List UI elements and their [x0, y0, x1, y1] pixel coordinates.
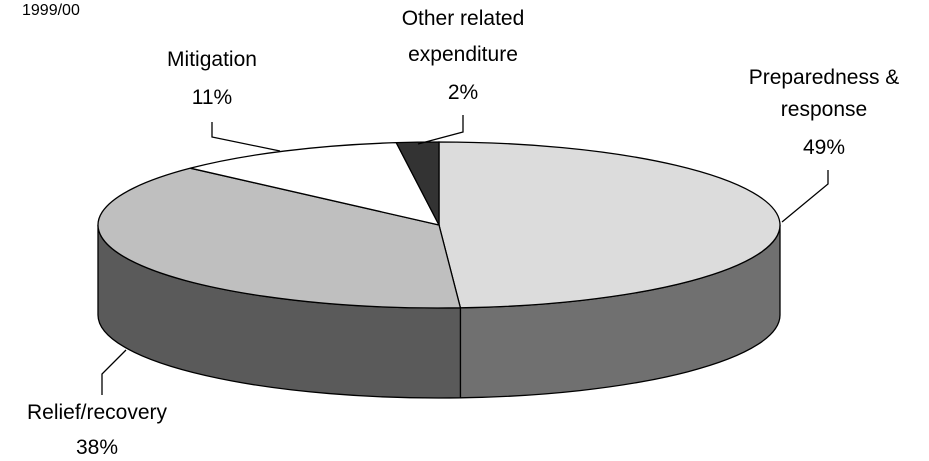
slice-value-3: 2% [448, 81, 478, 104]
pie-tops [97, 141, 781, 309]
slice-label-0-0: Preparedness & [749, 66, 900, 89]
pie-slice-1 [97, 167, 462, 309]
slice-label-3-0: Other related [402, 7, 525, 30]
slice-value-0: 49% [803, 136, 845, 159]
pie-slice-0 [438, 141, 781, 309]
slice-label-0-1: response [781, 98, 867, 121]
slice-value-1: 38% [76, 436, 118, 459]
leader-lines [101, 115, 829, 395]
slice-value-2: 11% [192, 86, 232, 109]
leader-line-0 [781, 170, 829, 223]
slice-label-3-1: expenditure [408, 43, 518, 66]
chart-subtitle: 1999/00 [22, 2, 80, 19]
pie-slice-2 [190, 141, 441, 226]
leader-line-2 [211, 122, 281, 152]
slice-label-1-0: Relief/recovery [27, 401, 168, 424]
leader-line-3 [417, 115, 464, 145]
leader-line-1 [101, 349, 127, 395]
pie-slice-3 [395, 141, 440, 226]
slice-labels: Preparedness & response 49% Relief/recovery… [27, 7, 899, 459]
slice-label-2-0: Mitigation [167, 48, 257, 71]
